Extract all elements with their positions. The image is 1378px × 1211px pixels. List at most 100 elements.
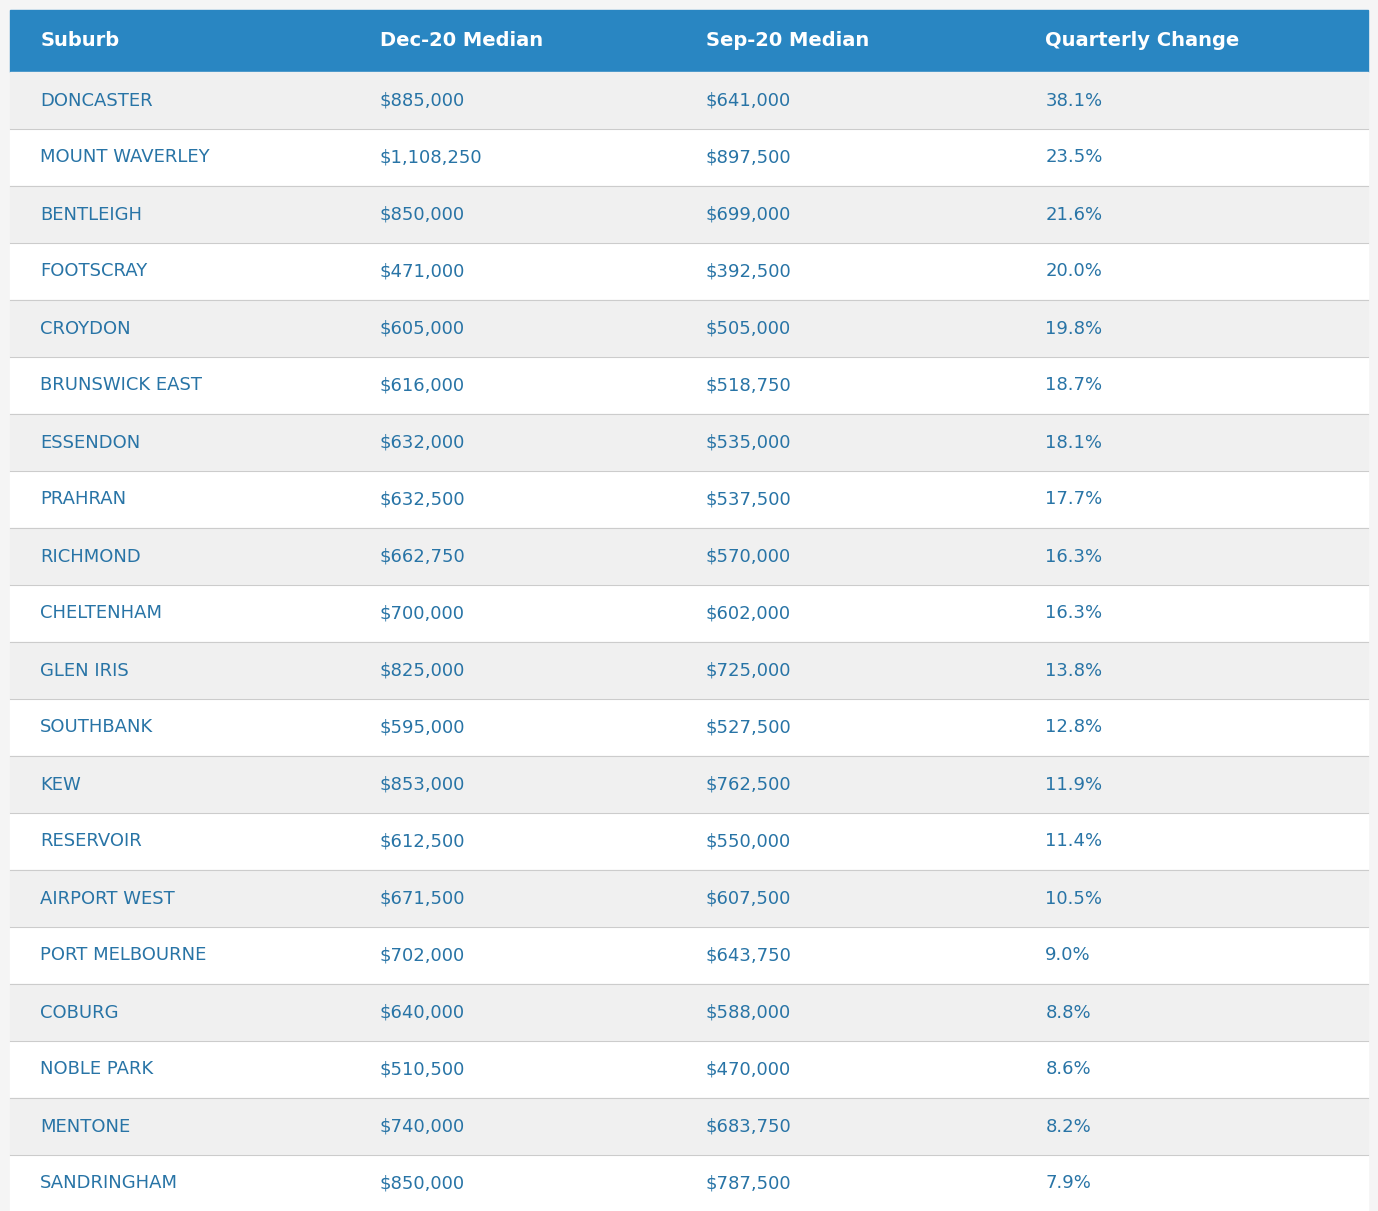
Text: 8.6%: 8.6% [1046, 1061, 1091, 1079]
Bar [10, 1155, 1368, 1211]
Text: FOOTSCRAY: FOOTSCRAY [40, 263, 147, 281]
Bar [10, 10, 1368, 71]
Text: DONCASTER: DONCASTER [40, 92, 153, 109]
Text: Dec-20 Median: Dec-20 Median [380, 31, 543, 51]
Text: ESSENDON: ESSENDON [40, 434, 141, 452]
Text: $740,000: $740,000 [380, 1118, 466, 1136]
Text: $699,000: $699,000 [706, 206, 791, 224]
Text: 9.0%: 9.0% [1046, 947, 1091, 964]
Text: $640,000: $640,000 [380, 1004, 464, 1022]
Text: SANDRINGHAM: SANDRINGHAM [40, 1175, 178, 1193]
Text: 18.7%: 18.7% [1046, 377, 1102, 395]
Bar [10, 585, 1368, 642]
Text: AIRPORT WEST: AIRPORT WEST [40, 890, 175, 907]
Text: 16.3%: 16.3% [1046, 604, 1102, 622]
Text: $850,000: $850,000 [380, 1175, 464, 1193]
Text: 12.8%: 12.8% [1046, 718, 1102, 736]
Text: $702,000: $702,000 [380, 947, 466, 964]
Text: Suburb: Suburb [40, 31, 120, 51]
Text: RESERVOIR: RESERVOIR [40, 832, 142, 850]
Text: 20.0%: 20.0% [1046, 263, 1102, 281]
Text: $683,750: $683,750 [706, 1118, 791, 1136]
Bar [10, 642, 1368, 699]
Text: $550,000: $550,000 [706, 832, 791, 850]
Bar [10, 300, 1368, 357]
Text: $825,000: $825,000 [380, 661, 466, 679]
Bar [10, 699, 1368, 756]
Bar [10, 756, 1368, 813]
Text: MOUNT WAVERLEY: MOUNT WAVERLEY [40, 149, 209, 166]
Text: 10.5%: 10.5% [1046, 890, 1102, 907]
Text: $641,000: $641,000 [706, 92, 791, 109]
Text: NOBLE PARK: NOBLE PARK [40, 1061, 153, 1079]
Text: $470,000: $470,000 [706, 1061, 791, 1079]
Text: $671,500: $671,500 [380, 890, 466, 907]
Text: 8.8%: 8.8% [1046, 1004, 1091, 1022]
Bar [10, 186, 1368, 243]
Text: CROYDON: CROYDON [40, 320, 131, 338]
Bar [10, 1098, 1368, 1155]
Bar [10, 528, 1368, 585]
Text: 23.5%: 23.5% [1046, 149, 1102, 166]
Text: $616,000: $616,000 [380, 377, 464, 395]
Text: $853,000: $853,000 [380, 775, 466, 793]
Text: $885,000: $885,000 [380, 92, 466, 109]
Text: 16.3%: 16.3% [1046, 547, 1102, 566]
Bar [10, 813, 1368, 869]
Text: $632,500: $632,500 [380, 490, 466, 509]
Text: COBURG: COBURG [40, 1004, 119, 1022]
Text: BRUNSWICK EAST: BRUNSWICK EAST [40, 377, 203, 395]
Bar [10, 985, 1368, 1041]
Text: $787,500: $787,500 [706, 1175, 791, 1193]
Text: $471,000: $471,000 [380, 263, 466, 281]
Text: $505,000: $505,000 [706, 320, 791, 338]
Text: $725,000: $725,000 [706, 661, 791, 679]
Text: 7.9%: 7.9% [1046, 1175, 1091, 1193]
Text: $762,500: $762,500 [706, 775, 791, 793]
Text: SOUTHBANK: SOUTHBANK [40, 718, 153, 736]
Text: $607,500: $607,500 [706, 890, 791, 907]
Text: 11.4%: 11.4% [1046, 832, 1102, 850]
Text: 18.1%: 18.1% [1046, 434, 1102, 452]
Text: $595,000: $595,000 [380, 718, 466, 736]
Text: $612,500: $612,500 [380, 832, 466, 850]
Bar [10, 1041, 1368, 1098]
Text: CHELTENHAM: CHELTENHAM [40, 604, 163, 622]
Text: $588,000: $588,000 [706, 1004, 791, 1022]
Text: $662,750: $662,750 [380, 547, 466, 566]
Text: GLEN IRIS: GLEN IRIS [40, 661, 130, 679]
Bar [10, 869, 1368, 926]
Bar [10, 243, 1368, 300]
Text: $518,750: $518,750 [706, 377, 791, 395]
Text: $897,500: $897,500 [706, 149, 791, 166]
Text: PRAHRAN: PRAHRAN [40, 490, 127, 509]
Text: 21.6%: 21.6% [1046, 206, 1102, 224]
Text: $632,000: $632,000 [380, 434, 466, 452]
Bar [10, 130, 1368, 186]
Text: $602,000: $602,000 [706, 604, 791, 622]
Text: $605,000: $605,000 [380, 320, 464, 338]
Bar [10, 414, 1368, 471]
Text: $700,000: $700,000 [380, 604, 464, 622]
Text: $537,500: $537,500 [706, 490, 791, 509]
Text: $850,000: $850,000 [380, 206, 464, 224]
Text: $1,108,250: $1,108,250 [380, 149, 482, 166]
Text: $643,750: $643,750 [706, 947, 792, 964]
Text: $392,500: $392,500 [706, 263, 791, 281]
Bar [10, 926, 1368, 985]
Text: $535,000: $535,000 [706, 434, 791, 452]
Text: BENTLEIGH: BENTLEIGH [40, 206, 142, 224]
Text: $510,500: $510,500 [380, 1061, 466, 1079]
Text: RICHMOND: RICHMOND [40, 547, 141, 566]
Bar [10, 357, 1368, 414]
Bar [10, 471, 1368, 528]
Text: 17.7%: 17.7% [1046, 490, 1102, 509]
Text: 8.2%: 8.2% [1046, 1118, 1091, 1136]
Text: $527,500: $527,500 [706, 718, 791, 736]
Text: Sep-20 Median: Sep-20 Median [706, 31, 870, 51]
Text: KEW: KEW [40, 775, 81, 793]
Text: 19.8%: 19.8% [1046, 320, 1102, 338]
Text: 13.8%: 13.8% [1046, 661, 1102, 679]
Text: Quarterly Change: Quarterly Change [1046, 31, 1240, 51]
Text: PORT MELBOURNE: PORT MELBOURNE [40, 947, 207, 964]
